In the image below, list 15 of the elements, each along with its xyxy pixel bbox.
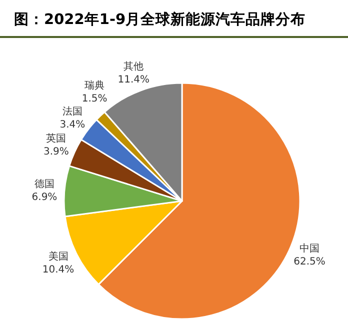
chart-title: 图：2022年1-9月全球新能源汽车品牌分布: [14, 10, 306, 28]
data-label: 10.4%: [42, 264, 74, 276]
slice-label: 瑞典: [84, 80, 105, 92]
slice-label: 德国: [34, 178, 54, 190]
data-label: 11.4%: [118, 74, 150, 86]
data-label: 3.9%: [44, 146, 69, 158]
data-label: 6.9%: [32, 192, 58, 203]
data-label: 1.5%: [82, 94, 108, 105]
slice-label: 中国: [299, 242, 320, 254]
data-label: 62.5%: [294, 256, 326, 268]
data-label: 3.4%: [60, 120, 86, 131]
slice-label: 英国: [46, 132, 66, 145]
slice-label: 美国: [48, 250, 68, 263]
slice-label: 法国: [62, 106, 82, 118]
slice-label: 其他: [124, 60, 144, 72]
